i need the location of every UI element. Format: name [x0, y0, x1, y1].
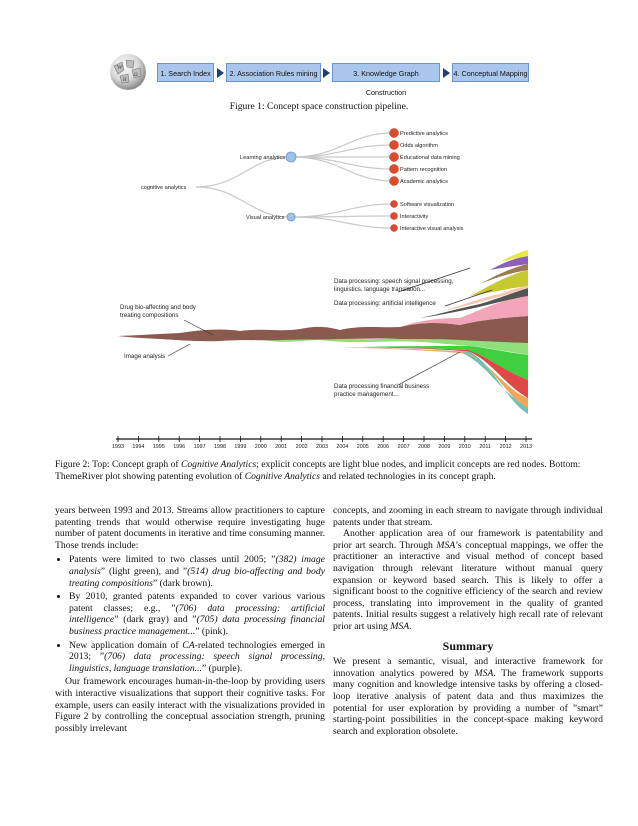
- theme-river: Drug bio-affecting and body treating com…: [112, 250, 532, 450]
- year-label: 2002: [296, 444, 308, 450]
- implicit-node-label: Pattern recognition: [400, 167, 447, 173]
- list-item: New application domain of CA-related tec…: [69, 640, 325, 675]
- implicit-node: [389, 128, 399, 138]
- implicit-node: [389, 164, 399, 174]
- year-label: 1993: [112, 444, 124, 450]
- implicit-node: [390, 200, 398, 208]
- trend-list: Patents were limited to two classes unti…: [55, 554, 325, 674]
- implicit-node-label: Odds algorithm: [400, 143, 438, 149]
- stream-speech-purple: [490, 256, 528, 270]
- annotation-speech: Data processing: speech signal processin…: [334, 278, 454, 285]
- explicit-node-visual: Visual analytics: [246, 212, 296, 222]
- annotation-image: Image analysis: [124, 353, 165, 360]
- year-label: 2007: [398, 444, 410, 450]
- paragraph: concepts, and zooming in each stream to …: [333, 505, 603, 528]
- year-label: 2011: [479, 444, 491, 450]
- year-label: 1996: [173, 444, 185, 450]
- annotation-ai: Data processing: artificial intelligence: [334, 300, 436, 307]
- year-ticks: 1993 1994 1995 1996 1997 1998 1999 2000 2001 2002…: [112, 436, 532, 450]
- year-label: 2005: [357, 444, 369, 450]
- stream-yellow-olive: [470, 270, 528, 296]
- list-item: By 2010, granted patents expanded to cov…: [69, 591, 325, 637]
- year-label: 1997: [194, 444, 206, 450]
- wikipedia-globe-icon: W Ω И: [108, 52, 148, 92]
- stream-drug-brown: [118, 316, 528, 343]
- summary-heading: Summary: [442, 638, 494, 653]
- implicit-node: [390, 212, 398, 220]
- stream-green: [360, 346, 528, 380]
- pipeline-arrow-icon: [323, 68, 330, 78]
- year-label: 2013: [520, 444, 532, 450]
- year-label: 1998: [214, 444, 226, 450]
- paragraph: We present a semantic, visual, and inter…: [333, 656, 603, 737]
- implicit-node-label: Interactivity: [400, 214, 428, 220]
- year-label: 2001: [275, 444, 287, 450]
- explicit-node-label: Visual analytics: [246, 215, 285, 221]
- implicit-node-label: Software visualization: [400, 202, 454, 208]
- year-label: 1999: [234, 444, 246, 450]
- year-label: 2006: [377, 444, 389, 450]
- stream-image-analysis: [200, 337, 528, 355]
- annotation-drug: Drug bio-affecting and body: [120, 304, 197, 311]
- paragraph: years between 1993 and 2013. Streams all…: [55, 505, 325, 551]
- year-label: 2008: [418, 444, 430, 450]
- implicit-node: [389, 152, 399, 162]
- pipeline-step-search-index: 1. Search Index: [157, 63, 214, 82]
- annotation-business-2: practice management...: [334, 391, 399, 398]
- graph-root-label: cognitive analytics: [141, 185, 187, 191]
- implicit-node: [389, 176, 399, 186]
- explicit-node-label: Learning analytics: [240, 155, 285, 161]
- caption-text: ; explicit concepts are light blue nodes…: [55, 459, 581, 482]
- svg-text:И: И: [123, 78, 127, 83]
- year-label: 2010: [459, 444, 471, 450]
- implicit-node: [389, 140, 399, 150]
- year-label: 2009: [438, 444, 450, 450]
- year-label: 2003: [316, 444, 328, 450]
- figure-2-caption: Figure 2: Top: Concept graph of Cognitiv…: [55, 459, 583, 482]
- implicit-node-label: Educational data mining: [400, 155, 460, 161]
- year-label: 1994: [132, 444, 144, 450]
- implicit-node-label: Interactive visual analysis: [400, 226, 464, 232]
- annotation-business: Data processing financial business: [334, 383, 429, 390]
- stream-pink: [400, 296, 528, 327]
- paragraph: Another application area of our framewor…: [333, 528, 603, 632]
- figure-1-caption: Figure 1: Concept space construction pip…: [229, 101, 409, 112]
- concept-graph: cognitive analytics Learning analytics V…: [141, 128, 464, 232]
- year-label: 2012: [500, 444, 512, 450]
- pipeline-arrow-icon: [217, 68, 224, 78]
- annotation-speech-2: linguistics, language translation...: [334, 286, 425, 293]
- right-column: concepts, and zooming in each stream to …: [333, 505, 603, 737]
- pipeline-arrow-icon: [443, 68, 450, 78]
- pipeline-step-conceptual-mapping: 4. Conceptual Mapping: [452, 63, 529, 82]
- pipeline-step-association-rules: 2. Association Rules mining: [226, 63, 321, 82]
- annotation-drug-2: treating compositions: [120, 312, 178, 319]
- left-column: years between 1993 and 2013. Streams all…: [55, 505, 325, 734]
- svg-text:Ω: Ω: [134, 73, 138, 78]
- paragraph: Our framework encourages human-in-the-lo…: [55, 676, 325, 734]
- implicit-node-label: Predictive analytics: [400, 131, 448, 137]
- caption-ca: Cognitive Analytics: [244, 470, 320, 482]
- stream-salmon: [440, 286, 528, 312]
- list-item: Patents were limited to two classes unti…: [69, 554, 325, 589]
- year-label: 2000: [255, 444, 267, 450]
- year-label: 1995: [153, 444, 165, 450]
- implicit-node-label: Academic analytics: [400, 179, 448, 185]
- stream-yellow: [500, 250, 528, 262]
- explicit-node-learning: Learning analytics: [240, 151, 297, 163]
- caption-text: Figure 2: Top: Concept graph of: [55, 459, 181, 470]
- year-label: 2004: [336, 444, 348, 450]
- caption-text: and related technologies in its concept …: [319, 470, 496, 482]
- stream-brown2: [480, 264, 528, 284]
- svg-text:W: W: [117, 65, 123, 71]
- pipeline-step-knowledge-graph: 3. Knowledge Graph Construction: [332, 63, 440, 97]
- caption-ca: Cognitive Analytics: [180, 459, 257, 470]
- implicit-node: [390, 224, 398, 232]
